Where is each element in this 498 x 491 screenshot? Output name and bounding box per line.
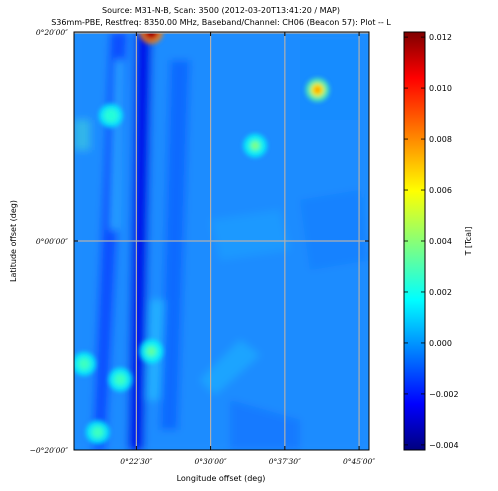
colorbar-tick-label: −0.004 — [429, 441, 459, 450]
colorbar-label: T [Tcal] — [464, 227, 473, 257]
colorbar-tick-label: 0.002 — [429, 288, 452, 297]
x-tick-label: 0°37′30″ — [269, 457, 301, 466]
y-tick-label: −0°20′00″ — [30, 446, 69, 455]
x-tick-label: 0°22′30″ — [120, 457, 152, 466]
heatmap-feature — [85, 420, 110, 445]
colorbar-tick-label: 0.012 — [429, 33, 452, 42]
colorbar-ticks: 0.012 0.010 0.008 0.006 0.004 0.002 0.000 −0.00… — [404, 33, 459, 450]
colorbar-tick-label: 0.010 — [429, 84, 452, 93]
colorbar-tick-label: 0.004 — [429, 237, 452, 246]
y-tick-label: 0°20′00″ — [36, 28, 68, 37]
heatmap-feature — [305, 77, 330, 102]
y-tick-label: 0°00′00″ — [36, 237, 68, 246]
colorbar-tick-label: −0.002 — [429, 390, 459, 399]
heatmap-feature — [243, 133, 268, 158]
x-tick-label: 0°45′00″ — [343, 457, 375, 466]
heatmap-feature — [139, 339, 164, 364]
grid-lines — [74, 32, 369, 450]
x-axis-label: Longitude offset (deg) — [177, 474, 266, 483]
x-tick-label: 0°30′00″ — [195, 457, 227, 466]
colorbar-tick-label: 0.006 — [429, 186, 452, 195]
chart-title-line1: Source: M31-N-B, Scan: 3500 (2012-03-20T… — [102, 6, 340, 15]
chart-title-line2: S36mm-PBE, Restfreq: 8350.00 MHz, Baseba… — [51, 18, 391, 27]
colorbar-tick-label: 0.008 — [429, 135, 452, 144]
heatmap-feature — [74, 351, 97, 376]
heatmap-plot — [74, 32, 369, 450]
colorbar-tick-label: 0.000 — [429, 339, 452, 348]
x-axis-ticks: 0°22′30″ 0°30′00″ 0°37′30″ 0°45′00″ — [120, 32, 375, 466]
y-axis-label: Latitude offset (deg) — [9, 200, 18, 282]
heatmap-feature — [98, 103, 123, 128]
heatmap-feature — [108, 367, 133, 392]
y-axis-ticks: 0°20′00″ 0°00′00″ −0°20′00″ — [30, 28, 369, 455]
